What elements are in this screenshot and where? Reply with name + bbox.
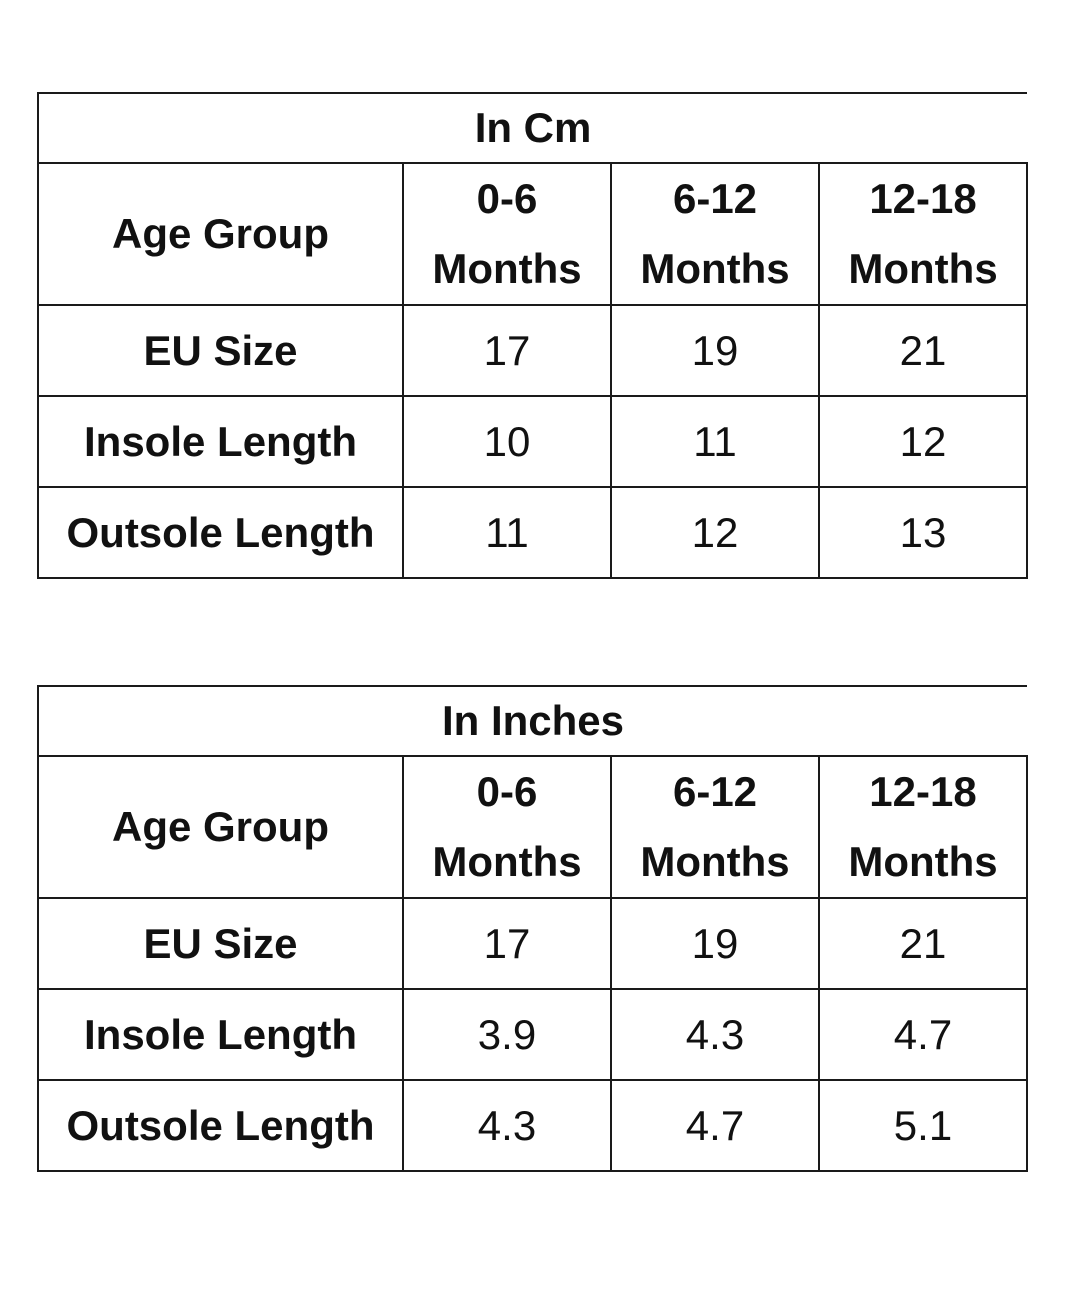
age-unit: Months — [640, 245, 790, 292]
table-cell: 4.7 — [610, 1079, 820, 1172]
table-title: In Inches — [37, 685, 1027, 757]
table-cell: 3.9 — [402, 988, 612, 1081]
age-range: 0-6 — [476, 175, 538, 222]
table-cell: 5.1 — [818, 1079, 1028, 1172]
age-column-header: 12-18 Months — [817, 162, 1029, 306]
table-cell: 11 — [402, 486, 612, 579]
age-group-label: Age Group — [37, 162, 404, 306]
table-title-row: In Inches — [37, 685, 1027, 757]
table-cell: 11 — [610, 395, 820, 488]
table-row: Insole Length 10 11 12 — [37, 395, 1029, 488]
age-group-row: Age Group 0-6 Months 6-12 Months 12-18 M… — [37, 755, 1028, 899]
age-unit: Months — [848, 838, 998, 885]
age-range: 6-12 — [672, 768, 758, 815]
table-row: Insole Length 3.9 4.3 4.7 — [37, 988, 1028, 1081]
age-column-header: 6-12 Months — [610, 755, 820, 899]
table-cell: 13 — [817, 486, 1029, 579]
table-cell: 17 — [402, 897, 612, 990]
row-label: EU Size — [37, 304, 404, 397]
table-row: Outsole Length 4.3 4.7 5.1 — [37, 1079, 1028, 1172]
size-table-cm: In Cm Age Group 0-6 Months 6-12 Months 1… — [36, 92, 1029, 579]
table-cell: 12 — [610, 486, 820, 579]
table-cell: 4.3 — [402, 1079, 612, 1172]
table-cell: 4.3 — [610, 988, 820, 1081]
age-column-header: 0-6 Months — [402, 162, 612, 306]
table-title: In Cm — [36, 92, 1028, 164]
row-label: Outsole Length — [37, 486, 404, 579]
table-cell: 21 — [817, 304, 1029, 397]
size-table-inches: In Inches Age Group 0-6 Months 6-12 Mont… — [37, 685, 1028, 1172]
age-unit: Months — [640, 838, 790, 885]
table-row: EU Size 17 19 21 — [37, 304, 1029, 397]
table-cell: 19 — [610, 897, 820, 990]
age-group-row: Age Group 0-6 Months 6-12 Months 12-18 M… — [37, 162, 1029, 306]
age-column-header: 6-12 Months — [610, 162, 820, 306]
table-cell: 19 — [610, 304, 820, 397]
age-group-label: Age Group — [37, 755, 404, 899]
age-unit: Months — [432, 245, 582, 292]
table-cell: 17 — [402, 304, 612, 397]
age-range: 12-18 — [869, 175, 977, 222]
age-unit: Months — [432, 838, 582, 885]
row-label: Insole Length — [37, 395, 404, 488]
age-column-header: 0-6 Months — [402, 755, 612, 899]
table-row: Outsole Length 11 12 13 — [37, 486, 1029, 579]
age-unit: Months — [848, 245, 998, 292]
age-column-header: 12-18 Months — [818, 755, 1028, 899]
table-cell: 4.7 — [818, 988, 1028, 1081]
age-range: 0-6 — [476, 768, 538, 815]
row-label: Outsole Length — [37, 1079, 404, 1172]
row-label: EU Size — [37, 897, 404, 990]
table-cell: 10 — [402, 395, 612, 488]
table-title-row: In Cm — [36, 92, 1028, 164]
age-range: 12-18 — [869, 768, 977, 815]
age-range: 6-12 — [672, 175, 758, 222]
table-cell: 21 — [818, 897, 1028, 990]
table-cell: 12 — [817, 395, 1029, 488]
table-row: EU Size 17 19 21 — [37, 897, 1028, 990]
row-label: Insole Length — [37, 988, 404, 1081]
